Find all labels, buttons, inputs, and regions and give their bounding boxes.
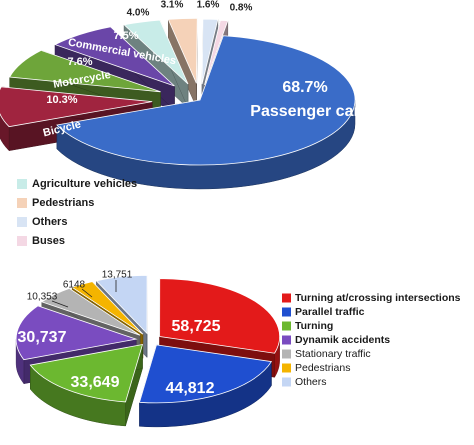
legend-swatch-dynamik-accidents [282,335,291,345]
accident-type-pie-legend: Turning at/crossing intersections Paralle… [282,292,461,388]
accident-slice-top [15,305,138,361]
legend-swatch-stationary-traffic [282,349,291,359]
legend-swatch-pedestrians [17,198,27,208]
label-bicycle-value: 10.3% [46,94,77,106]
vehicle-slice-top [204,19,229,86]
label-stationary-traffic-value: 10,353 [27,292,58,303]
label-turning-at-crossing-intersections-value: 58,725 [172,318,221,335]
legend-swatch-agriculture-vehicles [17,179,27,189]
label-turning-value: 33,649 [71,374,120,391]
legend-label-dynamik-accidents: Dynamik accidents [295,334,390,346]
legend-label-agriculture-vehicles: Agriculture vehicles [32,178,137,190]
label-pedestrians-value: 6148 [63,280,86,291]
vehicle-slice-passenger-car [56,35,356,190]
vehicle-pie-legend: Agriculture vehicles Pedestrians Others Bus… [17,178,137,247]
accident-slice-top [95,274,148,335]
vehicle-slice-top [201,18,219,85]
vehicle-slice-top [123,19,189,85]
legend-swatch-turning [282,321,291,331]
vehicle-slice-top [0,86,153,128]
accident-slice-top [159,278,281,354]
legend-label-parallel-traffic: Parallel traffic [295,306,365,318]
accident-slice-parallel-traffic [138,344,273,428]
vehicle-slice-top [8,49,161,93]
label-parallel-traffic-value: 44,812 [166,380,215,397]
label-buses-value: 0.8% [230,3,253,14]
legend-label-turning: Turning [295,320,333,332]
legend-swatch-others [17,217,27,227]
label-passenger-car: Passenger car [250,103,359,120]
legend-swatch-parallel-traffic [282,307,291,317]
label-pedestrians-value: 3.1% [161,0,184,11]
legend-label-turning-at-crossing-intersections: Turning at/crossing intersections [295,292,461,304]
legend-swatch-buses [17,236,27,246]
label-others-value: 1.6% [197,0,220,11]
accident-type-pie-chart: 58,725 44,812 33,649 30,737 10,353 6148 13,751 [15,270,281,428]
label-motorcycle-value: 7.6% [67,56,92,68]
label-others-value: 13,751 [102,270,133,281]
accident-slice-top [71,281,144,335]
label-agriculture-vehicles-value: 4.0% [127,8,150,19]
legend-swatch-pedestrians [282,363,291,373]
accident-slice-top [138,344,273,404]
legend-label-pedestrians: Pedestrians [32,197,94,209]
vehicle-pie-chart: 68.7%Passenger car10.3%Bicycle7.6%Motorc… [0,0,360,190]
legend-label-others: Others [295,376,327,388]
legend-label-stationary-traffic: Stationary traffic [295,348,371,360]
vehicle-slice-pedestrians [167,17,198,108]
accident-slice-top [40,287,141,336]
label-passenger-car-value: 68.7% [282,79,327,96]
label-commercial-vehicles-value: 7.5% [113,30,138,42]
vehicle-slice-top [56,35,356,166]
legend-label-buses: Buses [32,235,65,247]
vehicle-slice-top [53,26,175,87]
leader-line [51,300,69,308]
legend-swatch-turning-at-crossing-intersections [282,293,291,303]
vehicle-slice-top [167,17,198,84]
label-dynamik-accidents-value: 30,737 [18,329,67,346]
leader-line [81,288,93,298]
legend-swatch-others [282,377,291,387]
accident-slice-turning [29,344,144,427]
legend-label-pedestrians: Pedestrians [295,362,350,374]
accident-slice-top [29,344,144,403]
legend-label-others: Others [32,216,67,228]
